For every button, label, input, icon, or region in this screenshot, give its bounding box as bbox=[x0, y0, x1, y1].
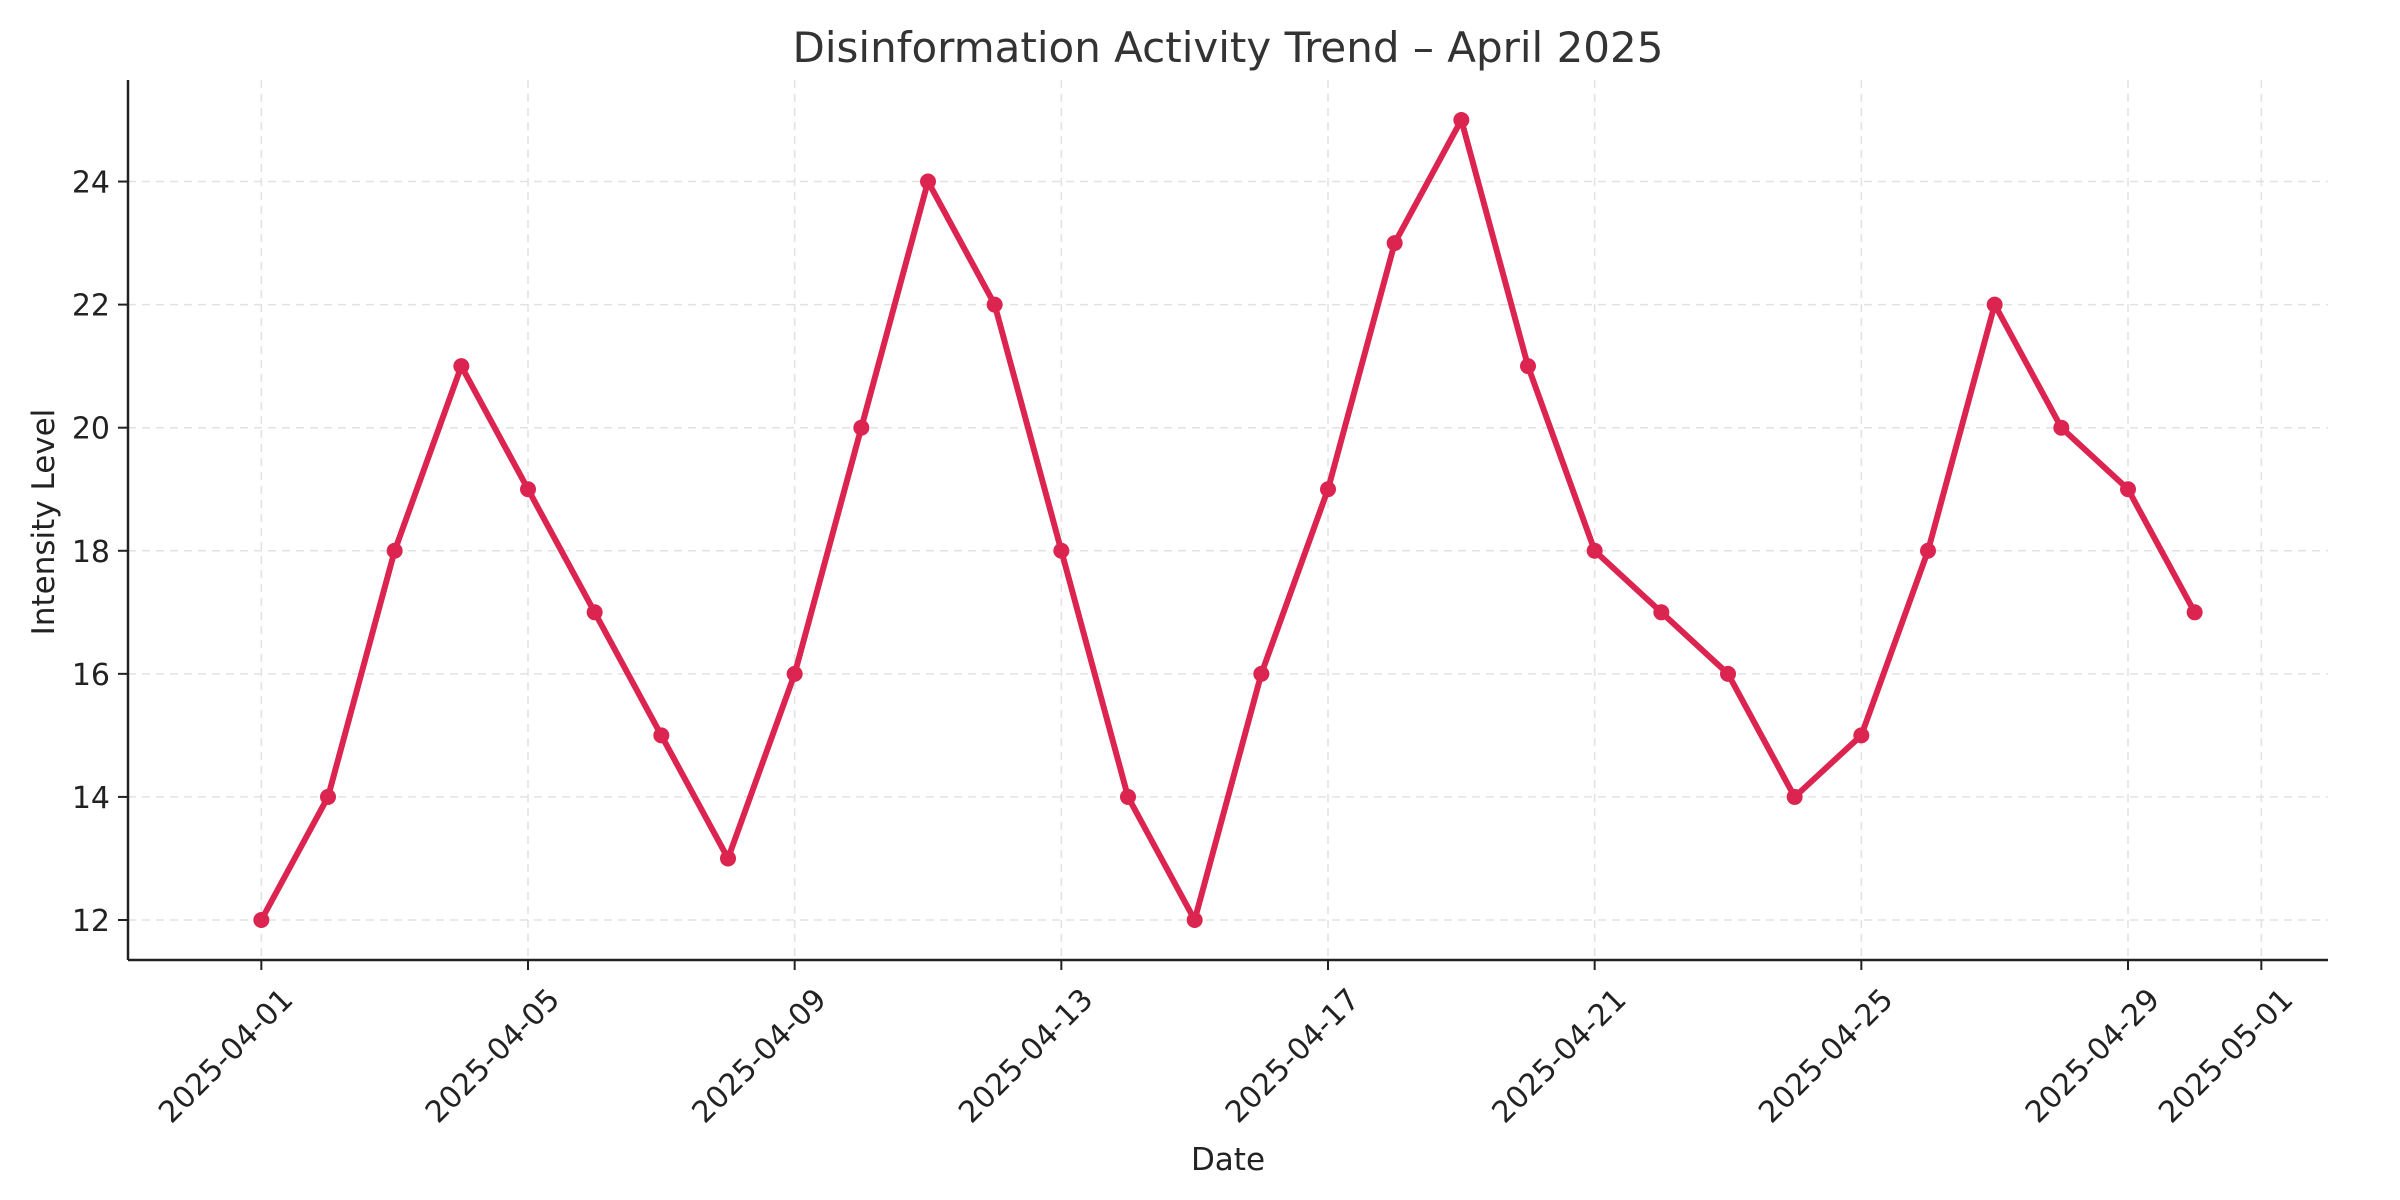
x-tick-label: 2025-04-13 bbox=[952, 982, 1100, 1130]
data-point bbox=[1720, 665, 1736, 682]
y-tick-label: 14 bbox=[72, 781, 110, 816]
data-point bbox=[720, 850, 736, 867]
data-point bbox=[2053, 419, 2070, 436]
data-point bbox=[853, 419, 870, 436]
data-point bbox=[1386, 235, 1403, 252]
data-point bbox=[1186, 912, 1203, 928]
data-point bbox=[1786, 788, 1803, 805]
data-point bbox=[1920, 542, 1936, 559]
x-tick-label: 2025-04-05 bbox=[419, 982, 567, 1130]
data-point bbox=[253, 912, 270, 928]
y-tick-label: 12 bbox=[72, 904, 110, 939]
data-point bbox=[520, 481, 536, 498]
data-point bbox=[1453, 112, 1470, 128]
data-point bbox=[1653, 604, 1670, 621]
data-point bbox=[1053, 542, 1070, 559]
x-tick-label: 2025-04-17 bbox=[1219, 982, 1367, 1130]
y-tick-label: 16 bbox=[72, 658, 110, 693]
data-point bbox=[920, 173, 936, 190]
data-point bbox=[1853, 727, 1870, 744]
x-tick-label: 2025-04-09 bbox=[686, 982, 834, 1130]
y-tick-label: 22 bbox=[72, 289, 110, 324]
data-point bbox=[386, 542, 403, 559]
y-tick-label: 24 bbox=[72, 166, 110, 201]
x-tick-label: 2025-04-29 bbox=[2019, 982, 2167, 1130]
data-point bbox=[1586, 542, 1603, 559]
series-layer bbox=[253, 112, 2203, 928]
x-axis-label: Date bbox=[1191, 1142, 1265, 1178]
chart-title: Disinformation Activity Trend – April 20… bbox=[793, 23, 1664, 72]
data-point bbox=[1320, 481, 1336, 498]
data-point bbox=[986, 296, 1003, 313]
data-point bbox=[1986, 296, 2003, 313]
x-tick-label: 2025-04-21 bbox=[1486, 982, 1634, 1130]
series-line bbox=[258, 117, 2198, 923]
x-tick-label: 2025-04-25 bbox=[1752, 982, 1900, 1130]
y-tick-label: 20 bbox=[72, 412, 110, 447]
data-point bbox=[2186, 604, 2203, 621]
data-point bbox=[653, 727, 670, 744]
data-point bbox=[1120, 788, 1136, 805]
data-point bbox=[586, 604, 603, 621]
x-tick-label: 2025-04-01 bbox=[152, 982, 300, 1130]
data-point bbox=[2120, 481, 2136, 498]
y-axis-label: Intensity Level bbox=[26, 409, 62, 636]
data-point bbox=[1520, 358, 1536, 375]
data-point bbox=[786, 665, 803, 682]
data-point bbox=[1253, 665, 1270, 682]
x-tick-label: 2025-05-01 bbox=[2152, 982, 2300, 1130]
axes bbox=[126, 80, 2328, 962]
data-point bbox=[453, 358, 470, 375]
y-tick-label: 18 bbox=[72, 535, 110, 570]
grid bbox=[128, 80, 2328, 960]
ticks: 12 14 16 18 20 22 24 2025-04-01 2025-04-05 2025-0… bbox=[72, 166, 2300, 1131]
data-point bbox=[320, 788, 336, 805]
